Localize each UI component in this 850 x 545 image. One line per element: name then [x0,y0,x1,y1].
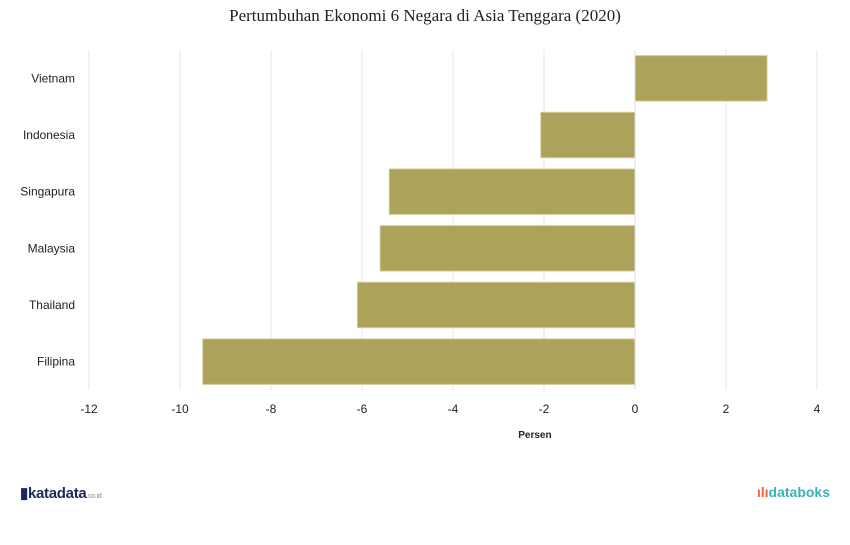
katadata-logo: ▮katadata.co.id [20,485,102,502]
x-tick-label: 0 [632,402,639,416]
bar-thailand [356,281,636,329]
bar-indonesia [540,111,636,159]
x-tick-label: -10 [171,402,189,416]
x-tick-label: 2 [723,402,730,416]
bar-singapura [388,168,636,215]
bar-filipina [202,338,636,385]
x-tick-label: 4 [814,402,821,416]
y-category-label: Singapura [20,185,75,199]
databoks-logo: ılıdataboks [756,484,830,500]
y-category-label: Malaysia [28,241,76,255]
chart-title: Pertumbuhan Ekonomi 6 Negara di Asia Ten… [229,6,621,25]
y-category-label: Thailand [29,298,75,312]
y-category-label: Indonesia [23,128,75,142]
bar-malaysia [379,225,636,272]
y-category-label: Filipina [37,355,75,369]
x-tick-label: -12 [80,402,98,416]
katadata-logo-mark: ▮ [20,485,28,502]
databoks-logo-icon: ılı [756,484,769,500]
bar-vietnam [634,55,768,102]
x-tick-label: -6 [357,402,368,416]
y-category-label: Vietnam [31,71,75,85]
x-tick-label: -2 [539,402,550,416]
x-tick-label: -8 [266,402,277,416]
x-tick-label: -4 [448,402,459,416]
x-axis-label: Persen [518,430,551,441]
